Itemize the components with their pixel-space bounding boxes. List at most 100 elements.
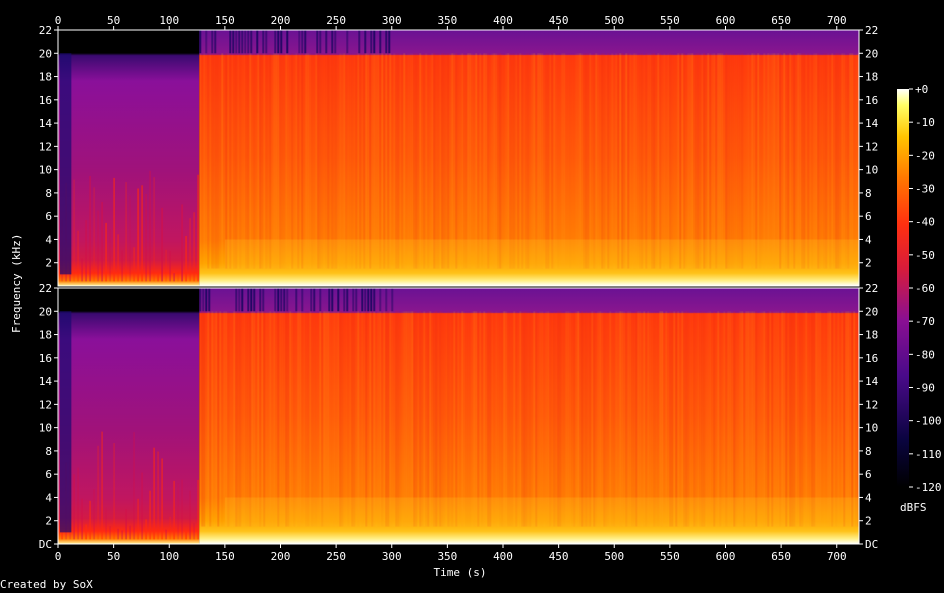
- spectral-texture: [221, 53, 224, 269]
- x-tick-label: 450: [549, 14, 569, 27]
- spectral-texture: [349, 311, 352, 527]
- spectral-texture: [301, 311, 303, 526]
- spectral-texture: [447, 53, 450, 269]
- spectral-texture: [711, 53, 714, 269]
- spectral-texture: [579, 311, 582, 527]
- spectral-texture: [397, 53, 400, 269]
- harmonic-band: [224, 239, 859, 269]
- spectral-texture: [581, 53, 584, 269]
- spectral-texture: [759, 53, 762, 269]
- x-tick-label: 0: [55, 14, 62, 27]
- spectral-texture: [725, 311, 728, 527]
- spectral-texture: [241, 30, 244, 54]
- spectral-texture: [679, 53, 682, 269]
- spectral-texture: [637, 53, 639, 268]
- spectral-texture: [753, 311, 756, 527]
- spectral-texture: [121, 530, 123, 540]
- x-tick-label: 0: [55, 550, 62, 563]
- spectral-texture: [297, 53, 300, 269]
- y-tick-label: 12: [865, 140, 878, 153]
- spectral-texture: [809, 311, 812, 527]
- spectral-texture: [691, 53, 694, 269]
- y-tick-label: 6: [865, 210, 872, 223]
- spectral-texture: [555, 311, 558, 527]
- spectral-texture: [313, 288, 316, 312]
- spectral-texture: [709, 53, 712, 269]
- spectral-texture: [359, 53, 362, 269]
- spectral-texture: [719, 53, 722, 269]
- spectral-texture: [373, 311, 376, 527]
- spectral-texture: [383, 53, 386, 269]
- spectral-texture: [181, 479, 183, 540]
- spectral-texture: [137, 498, 139, 540]
- spectral-texture: [199, 53, 202, 269]
- spectral-texture: [251, 53, 253, 268]
- spectral-texture: [207, 53, 210, 269]
- spectral-texture: [523, 311, 526, 527]
- spectral-texture: [585, 53, 588, 269]
- spectral-texture: [467, 53, 470, 269]
- spectral-texture: [635, 53, 638, 269]
- spectral-texture: [501, 53, 504, 269]
- spectral-texture: [363, 311, 366, 527]
- spectral-texture: [771, 311, 774, 527]
- spectral-texture: [715, 53, 718, 269]
- spectral-texture: [257, 53, 260, 269]
- spectral-texture: [483, 53, 486, 269]
- spectral-texture: [647, 311, 650, 527]
- spectral-texture: [235, 288, 238, 312]
- spectral-texture: [669, 311, 672, 527]
- spectral-texture: [587, 53, 590, 269]
- spectral-texture: [679, 311, 681, 526]
- spectral-texture: [365, 311, 368, 527]
- spectral-texture: [217, 53, 220, 269]
- spectral-texture: [699, 311, 702, 527]
- spectral-texture: [533, 311, 536, 527]
- spectral-texture: [125, 509, 127, 540]
- spectral-texture: [387, 311, 390, 527]
- spectral-texture: [661, 311, 664, 527]
- spectral-texture: [813, 53, 816, 269]
- spectral-texture: [811, 53, 813, 268]
- spectral-texture: [593, 311, 596, 527]
- spectral-texture: [597, 311, 600, 527]
- spectral-texture: [683, 53, 686, 269]
- spectral-texture: [267, 311, 270, 527]
- spectral-texture: [695, 53, 698, 269]
- spectral-texture: [255, 311, 257, 526]
- spectral-texture: [769, 311, 772, 527]
- spectral-texture: [375, 53, 378, 269]
- spectral-texture: [345, 53, 348, 269]
- spectral-texture: [583, 53, 586, 269]
- spectral-texture: [197, 174, 199, 282]
- spectral-texture: [225, 311, 228, 527]
- spectral-texture: [89, 500, 91, 540]
- panel-frame: [57, 29, 860, 287]
- spectral-texture: [557, 53, 559, 268]
- spectral-texture: [803, 311, 805, 526]
- spectral-texture: [677, 311, 680, 527]
- spectral-texture: [199, 30, 202, 54]
- spectral-texture: [304, 30, 307, 54]
- spectral-texture: [723, 53, 725, 268]
- spectral-texture: [519, 53, 522, 269]
- spectral-texture: [473, 311, 476, 527]
- spectral-texture: [241, 311, 243, 526]
- spectral-texture: [433, 311, 436, 527]
- spectral-texture: [239, 311, 242, 527]
- spectral-texture: [319, 311, 322, 527]
- spectral-texture: [237, 311, 240, 527]
- spectral-texture: [357, 311, 360, 527]
- y-tick-label: 10: [865, 164, 878, 177]
- spectral-texture: [407, 53, 410, 269]
- spectral-texture: [109, 229, 111, 282]
- spectral-texture: [249, 311, 252, 527]
- y-tick-label: 16: [865, 94, 878, 107]
- spectral-texture: [623, 311, 626, 527]
- colorbar-tick-label: +0: [915, 83, 928, 96]
- y-tick-label: 14: [39, 117, 53, 130]
- spectral-texture: [687, 311, 690, 527]
- x-tick-label: 150: [215, 14, 235, 27]
- spectral-texture: [767, 53, 770, 269]
- spectral-texture: [199, 288, 202, 312]
